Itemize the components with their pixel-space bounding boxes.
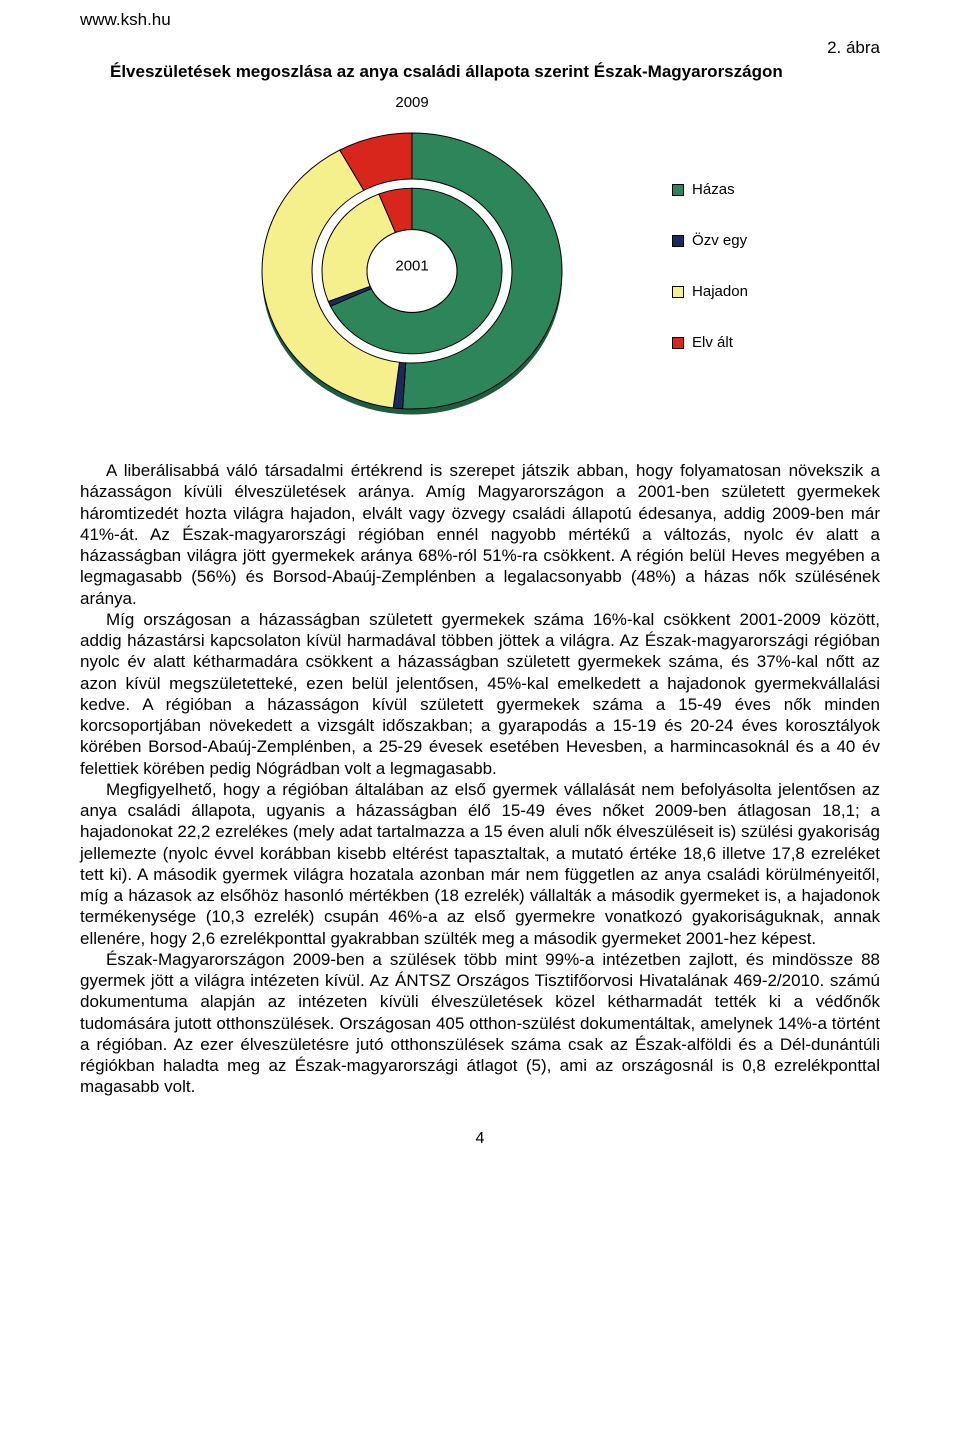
chart-container: 2009 2001 Házas Özv egy Hajadon Elv ált (80, 96, 880, 436)
legend-swatch (672, 286, 684, 298)
legend-label: Hajadon (692, 283, 748, 300)
legend: Házas Özv egy Hajadon Elv ált (672, 181, 748, 351)
legend-label: Elv ált (692, 334, 733, 351)
body-text: A liberálisabbá váló társadalmi értékren… (80, 460, 880, 1098)
figure-label: 2. ábra (80, 38, 880, 58)
site-url: www.ksh.hu (80, 10, 880, 30)
inner-ring-label: 2001 (395, 258, 428, 275)
page-number: 4 (80, 1130, 880, 1148)
legend-item: Elv ált (672, 334, 748, 351)
legend-item: Hajadon (672, 283, 748, 300)
legend-swatch (672, 184, 684, 196)
legend-label: Házas (692, 181, 735, 198)
body-paragraph: Míg országosan a házasságban született g… (80, 609, 880, 779)
body-paragraph: A liberálisabbá váló társadalmi értékren… (80, 460, 880, 609)
donut-chart: 2009 2001 (242, 96, 582, 436)
legend-label: Özv egy (692, 232, 747, 249)
body-paragraph: Megfigyelhető, hogy a régióban általában… (80, 779, 880, 949)
chart-title: Élveszületések megoszlása az anya család… (80, 62, 880, 82)
legend-item: Házas (672, 181, 748, 198)
legend-item: Özv egy (672, 232, 748, 249)
body-paragraph: Észak-Magyarországon 2009-ben a szülések… (80, 949, 880, 1098)
legend-swatch (672, 235, 684, 247)
legend-swatch (672, 337, 684, 349)
outer-ring-label: 2009 (395, 94, 428, 111)
